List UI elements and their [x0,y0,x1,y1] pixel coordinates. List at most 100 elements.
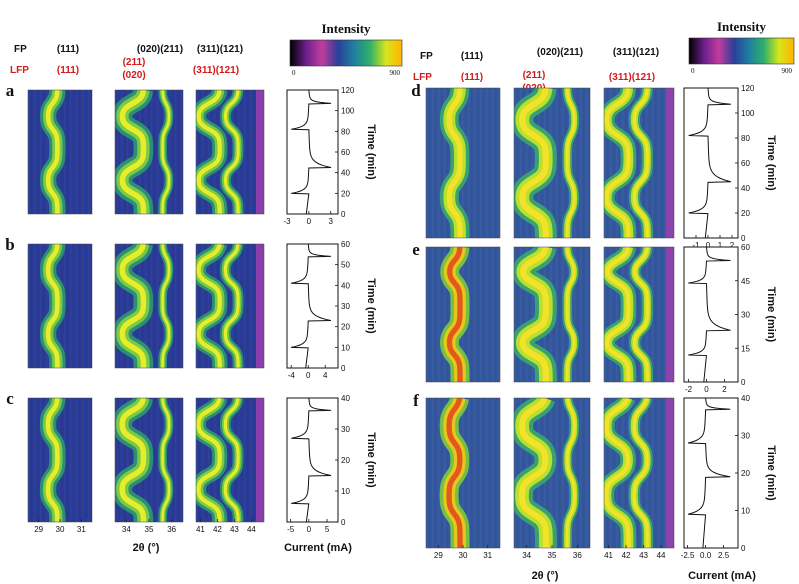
row-d-panel-111-texture-line [447,88,449,238]
row-b-current-plot-x-tick-label: 4 [323,371,328,380]
row-f-panel-311-121-texture-line [607,398,609,548]
row-d-current-plot-y-tick-label: 120 [741,84,755,93]
row-b-panel-111-texture-line [31,244,33,368]
row-c-panel-111-texture-line [43,398,45,522]
row-a-panel-020-211-texture-line [181,90,183,214]
row-a-panel-311-121-frame [195,89,265,215]
row-c-panel-311-121-texture-line [202,398,204,522]
row-e-current-plot-y-tick-label: 0 [741,378,746,387]
row-c-panel-020-211-texture-line [121,398,123,522]
row-a-panel-020-211-texture-line [175,90,177,214]
row-d-current-plot-y-tick-label: 40 [741,184,750,193]
left-lfp-211: (211) [123,57,146,68]
row-c-panel-020-211-texture-line [172,398,174,522]
row-a-panel-111-content [28,90,92,214]
row-a-current-plot-y-tick-label: 20 [341,189,350,198]
row-f-panel-111-texture-line [492,398,494,548]
row-a-panel-111-texture-line [40,90,42,214]
row-e-panel-020-211-band-inner [565,247,576,382]
row-b-panel-311-121-texture-line [211,244,213,368]
left-p1-axis-tick-label: 29 [34,525,43,534]
row-f-panel-111-texture-line [429,398,431,548]
row-c-current-plot-y-tick-label: 20 [341,456,350,465]
row-b-panel-020-211-frame [114,243,184,369]
row-d-panel-311-121-texture-line [664,88,666,238]
row-d-current-plot-y-tick-label: 100 [741,109,755,118]
row-b-current-plot-y-tick-label: 40 [341,281,350,290]
row-f-panel-311-121-texture-line [652,398,654,548]
row-e-panel-111-texture-line [444,247,446,382]
row-e-letter: e [412,240,420,259]
row-f-panel-020-211-texture-line [517,398,519,548]
row-b-panel-311-121-texture-line [202,244,204,368]
row-a-current-plot-y-tick-label: 120 [341,86,355,95]
row-e-panel-311-121-texture-line [607,247,609,382]
row-c-panel-311-121-texture-line [199,398,201,522]
row-d-panel-111-texture-line [489,88,491,238]
row-a-panel-311-121-texture-line [244,90,246,214]
left-colorbar-title: Intensity [321,21,371,36]
row-d-panel-020-211-texture-line [520,88,522,238]
row-f-current-plot-y-tick-label: 40 [741,394,750,403]
row-a-panel-020-211-content [115,90,183,214]
row-f-current-plot-current-trace [687,397,731,549]
row-b-panel-020-211-texture-line [115,244,117,368]
row-a-panel-311-121-texture-line [208,90,210,214]
row-d-panel-311-121-texture-line [661,88,663,238]
row-c-current-plot-y-tick-label: 0 [341,518,346,527]
row-c-panel-111-texture-line [91,398,92,522]
right-p3-axis-tick-label: 41 [604,551,613,560]
row-f-panel-111-band-inner [446,398,463,548]
row-c-panel-111-texture-line [73,398,75,522]
row-e-current-plot-time-label: Time (min) [765,287,777,343]
row-e-panel-020-211-texture-line [574,247,576,382]
row-e-current-plot: -2 0 2 0 15 30 45 60 Time (min) [683,243,777,394]
row-d-panel-020-211-texture-line [580,88,582,238]
row-c-panel-111-texture-line [82,398,84,522]
row-d-current-plot-x-tick-label: 1 [718,241,723,250]
row-e-current-plot-x-tick-label: 2 [722,385,727,394]
row-e-panel-020-211-texture-line [526,247,528,382]
row-e-panel-111-texture-line [435,247,437,382]
row-c-panel-311-121-band-inner [223,398,240,522]
row-c-panel-311-121-texture-line [250,398,252,522]
row-b-panel-311-121-texture-line [229,244,231,368]
row-b-panel-111 [27,243,93,369]
row-b-panel-111-texture-line [67,244,69,368]
row-b-current-plot-y-tick-label: 20 [341,323,350,332]
row-e-current-plot-y-tick-label: 45 [741,277,750,286]
row-a-panel-311-121-band-inner [223,90,240,214]
row-a-panel-020-211-texture-line [124,90,126,214]
row-e-panel-311-121-texture-line [619,247,621,382]
row-b-panel-111-texture-line [43,244,45,368]
row-f-panel-311-121-edge [666,398,674,548]
row-c-current-plot-y-tick-label: 10 [341,487,350,496]
row-a-panel-311-121-edge [256,90,264,214]
right-p1-axis-tick-label: 30 [459,551,468,560]
row-f-panel-111-texture-line [495,398,497,548]
row-f-panel-311-121-texture-line [661,398,663,548]
row-f-current-plot-y-tick-label: 10 [741,507,750,516]
row-b-panel-311-121-edge [256,244,264,368]
row-f-current-plot-x-tick-label: 0.0 [700,551,712,560]
left-lfp-311-121: (311)(121) [193,65,239,76]
row-d-panel-020-211-texture-line [517,88,519,238]
row-f-panel-020-211-texture-line [559,398,561,548]
row-c-panel-111-band-inner [45,398,60,522]
row-e-panel-020-211-frame [513,246,591,383]
row-d-letter: d [411,81,421,100]
row-c-panel-111-texture-line [37,398,39,522]
row-a-panel-111-texture-line [37,90,39,214]
left-lfp-020: (020) [122,70,145,81]
row-b-current-plot-time-label: Time (min) [365,278,377,334]
row-e-panel-311-121-texture-line [661,247,663,382]
row-f-panel-111-texture-line [480,398,482,548]
row-f-panel-311-121-texture-line [658,398,660,548]
row-e-current-plot-frame [683,246,739,383]
row-d-current-plot-x-tick-label: 0 [706,241,711,250]
row-a-panel-111-texture-line [79,90,81,214]
row-e-panel-020-211-texture-line [580,247,582,382]
left-p2-axis-tick-label: 36 [167,525,176,534]
left-current-label: Current (mA) [284,542,352,554]
row-d-panel-311-121-texture-line [637,88,639,238]
